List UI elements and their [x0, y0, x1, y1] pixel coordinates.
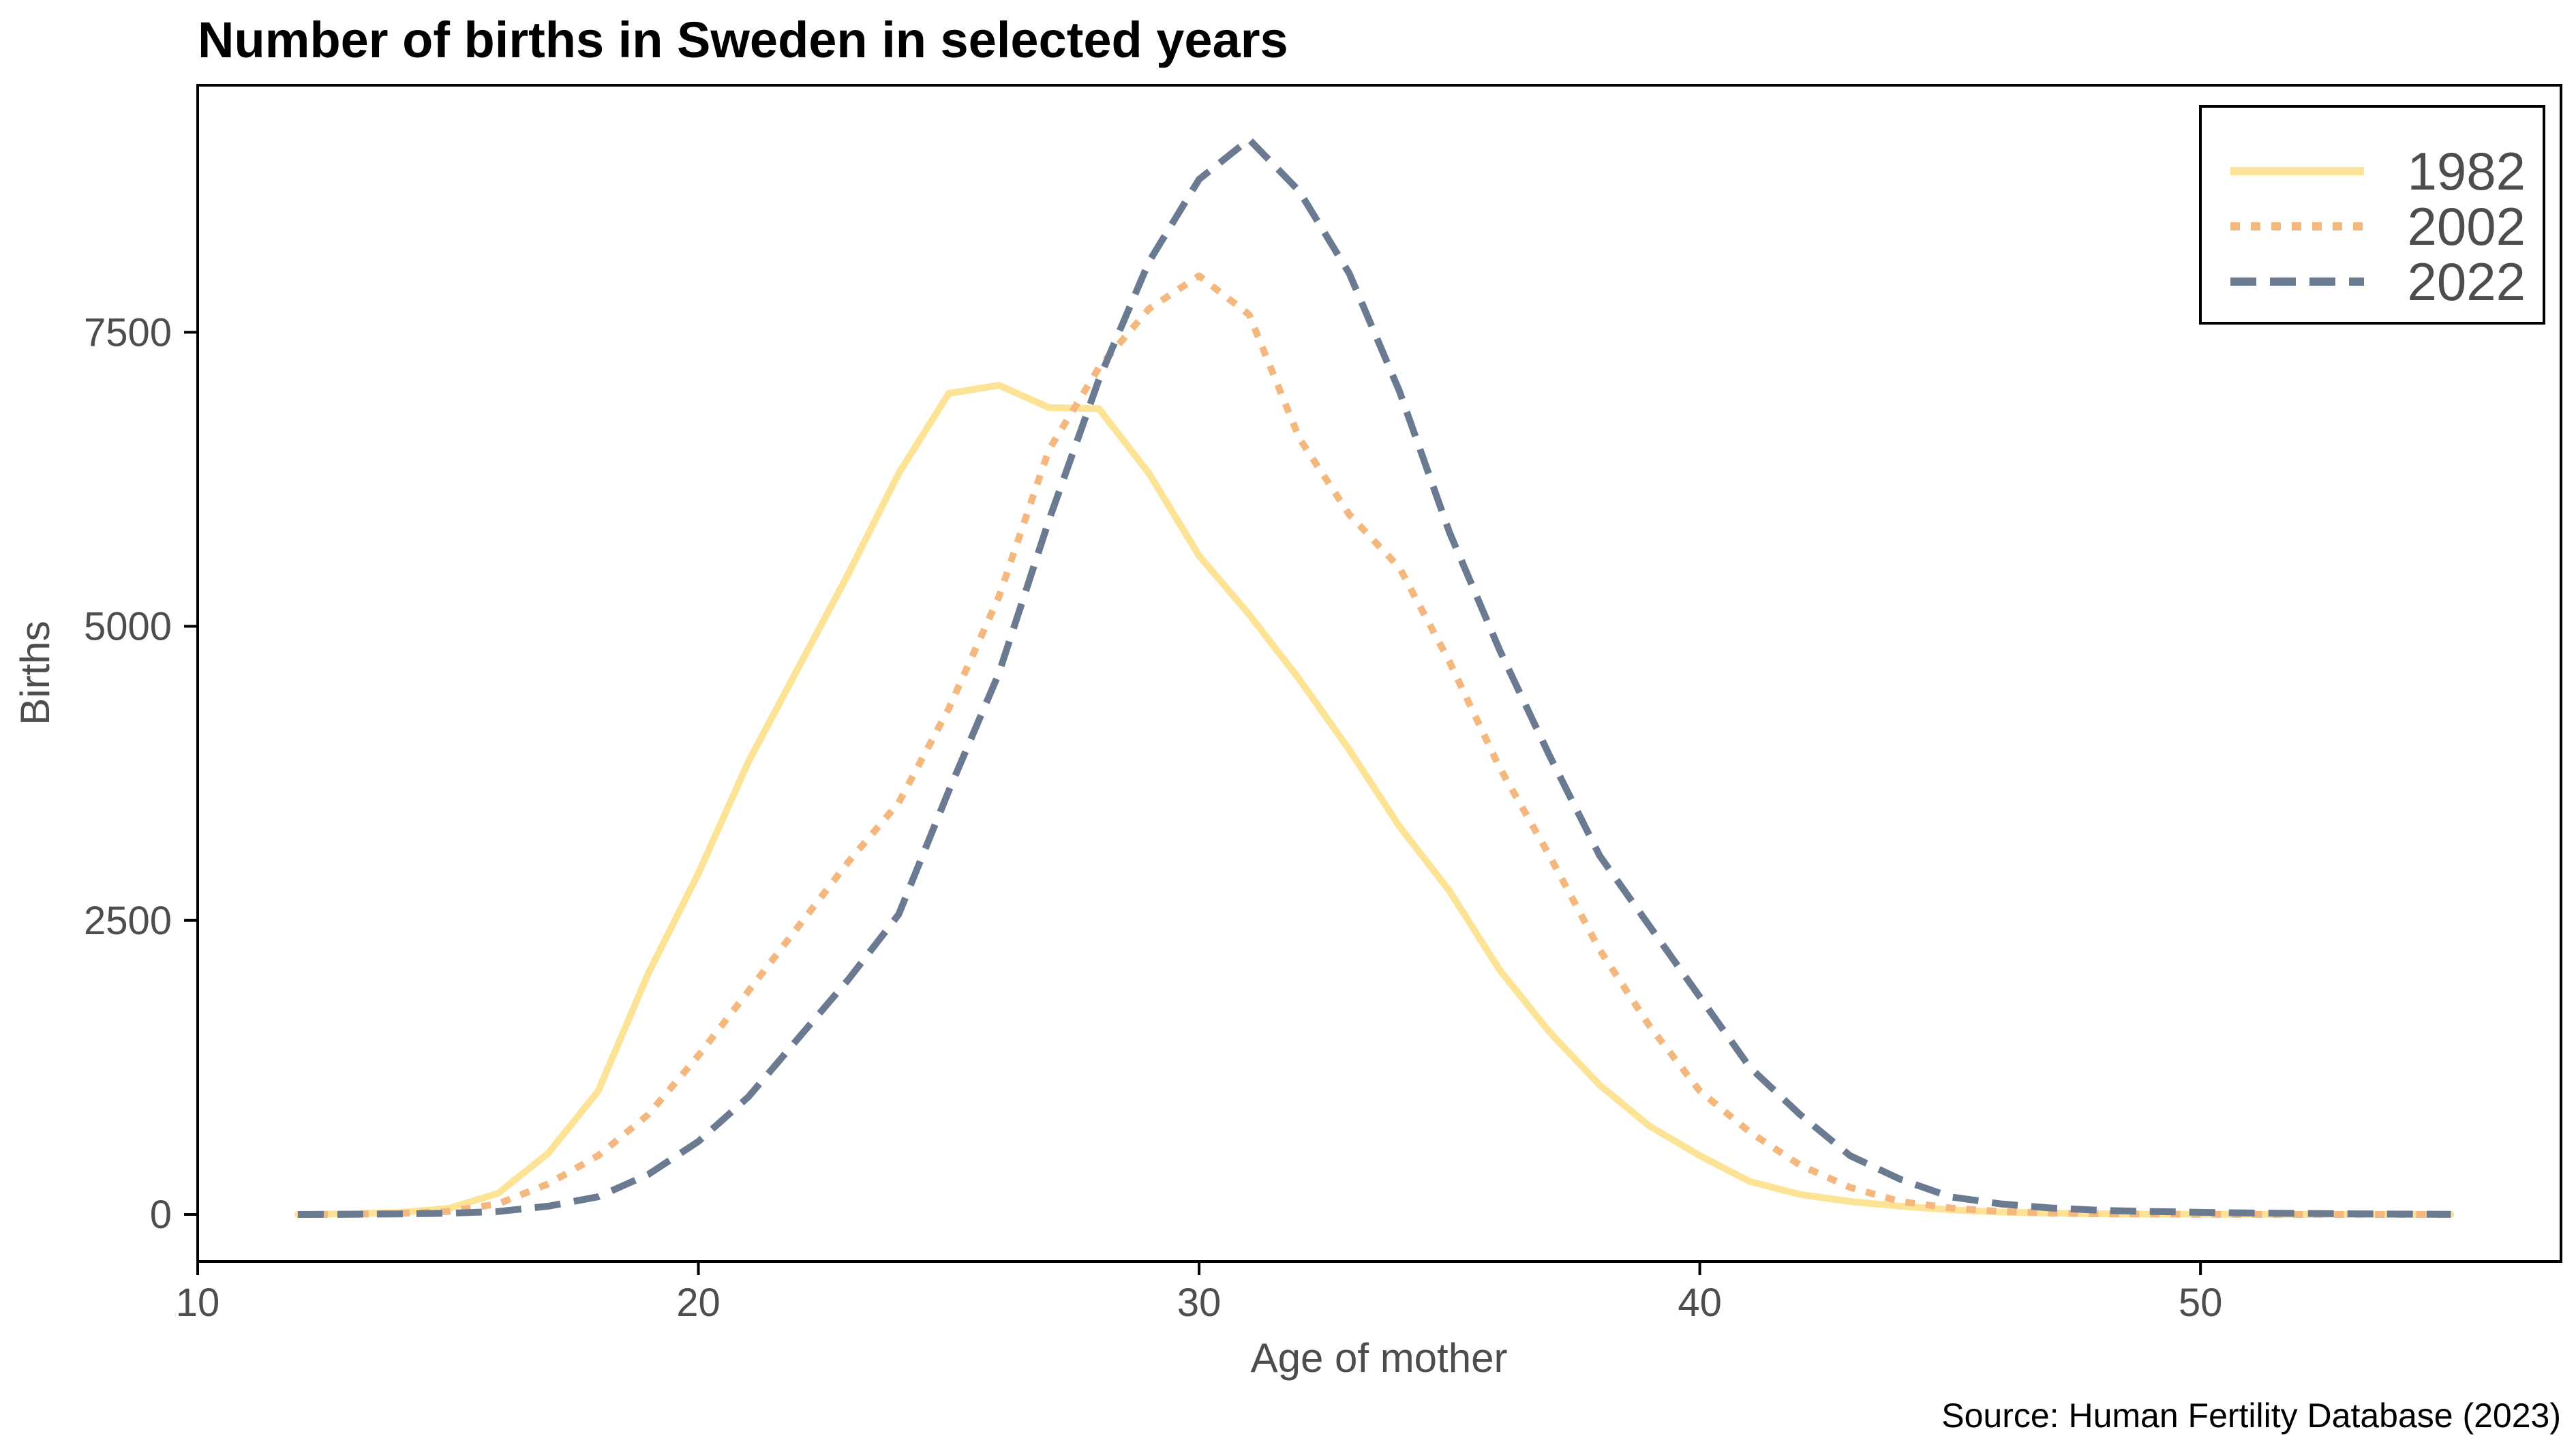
legend-label-2002: 2002: [2407, 196, 2526, 256]
y-tick-label-5000: 5000: [84, 605, 172, 649]
x-axis-label: Age of mother: [1251, 1335, 1508, 1381]
y-tick-label-2500: 2500: [84, 899, 172, 943]
x-axis: 10 20 30 40 50: [176, 1261, 2223, 1325]
y-tick-label-0: 0: [150, 1193, 172, 1237]
x-tick-label-40: 40: [1678, 1281, 1722, 1325]
y-axis-label: Births: [12, 621, 58, 725]
y-axis: 0 2500 5000 7500: [84, 310, 198, 1237]
legend-box: [2199, 105, 2545, 325]
legend-label-2022: 2022: [2407, 252, 2526, 312]
series-layer: [294, 136, 2455, 1218]
chart-title: Number of births in Sweden in selected y…: [198, 12, 1288, 68]
legend: 1982 2002 2022: [2199, 105, 2545, 325]
series-line-1982: [294, 381, 2455, 1218]
x-tick-label-50: 50: [2179, 1281, 2223, 1325]
source-caption: Source: Human Fertility Database (2023): [1941, 1396, 2561, 1435]
x-tick-label-20: 20: [676, 1281, 721, 1325]
y-tick-label-7500: 7500: [84, 310, 172, 355]
legend-label-1982: 1982: [2407, 141, 2526, 201]
x-tick-label-10: 10: [176, 1281, 220, 1325]
x-tick-label-30: 30: [1177, 1281, 1222, 1325]
plot-frame: [196, 84, 2562, 1263]
series-line-2022: [297, 136, 2451, 1218]
series-line-2002: [297, 272, 2451, 1218]
